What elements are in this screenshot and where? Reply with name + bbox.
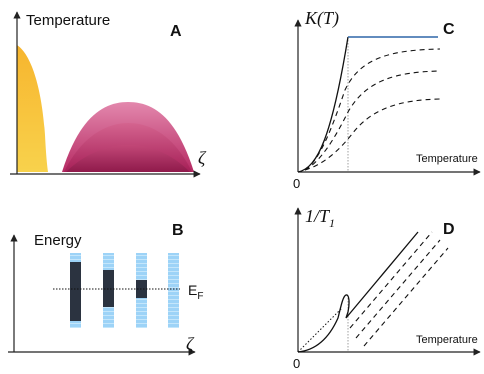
band-2 (103, 253, 114, 328)
panel-d-dotted-extrapolation (297, 307, 343, 353)
panel-d: 1/T1 D Temperature 0 (293, 206, 481, 371)
panel-c: K(T) C Temperature 0 (293, 8, 481, 191)
panel-c-curve-dashed-2 (304, 70, 441, 171)
panel-d-y-label: 1/T1 (305, 206, 335, 230)
panel-c-curve-dashed-1 (304, 48, 441, 171)
panel-a-dome-small (66, 145, 190, 172)
fermi-level-label: EF (188, 282, 203, 302)
panel-a-y-label: Temperature (26, 12, 110, 29)
panel-b-letter: B (172, 222, 184, 239)
band-4 (168, 253, 179, 328)
band-1 (70, 253, 81, 328)
panel-d-letter: D (443, 221, 455, 238)
panel-d-x-label: Temperature (416, 334, 478, 346)
panel-c-y-label: K(T) (304, 8, 339, 29)
panel-d-line-dashed-2 (355, 239, 441, 339)
panel-d-curve-solid (297, 231, 419, 353)
panel-d-origin-label: 0 (293, 356, 300, 369)
panel-c-curve-solid (297, 36, 349, 173)
panel-a-yellow-region (17, 45, 48, 172)
panel-c-x-label: Temperature (416, 153, 478, 165)
band-3 (136, 253, 147, 328)
panel-b: Energy B ζ EF (8, 222, 203, 356)
panel-c-curve-dashed-3 (304, 98, 441, 171)
panel-c-letter: C (443, 21, 455, 38)
panel-a: Temperature A ζ (10, 11, 207, 178)
panel-d-line-dashed-1 (349, 231, 433, 329)
panel-c-origin-label: 0 (293, 176, 300, 191)
panel-b-y-label: Energy (34, 232, 82, 249)
panel-d-line-dashed-3 (363, 247, 449, 347)
band-1-gap (70, 262, 81, 321)
panel-a-x-label: ζ (198, 148, 207, 168)
panel-b-x-label: ζ (186, 334, 195, 354)
panel-a-letter: A (170, 23, 182, 40)
